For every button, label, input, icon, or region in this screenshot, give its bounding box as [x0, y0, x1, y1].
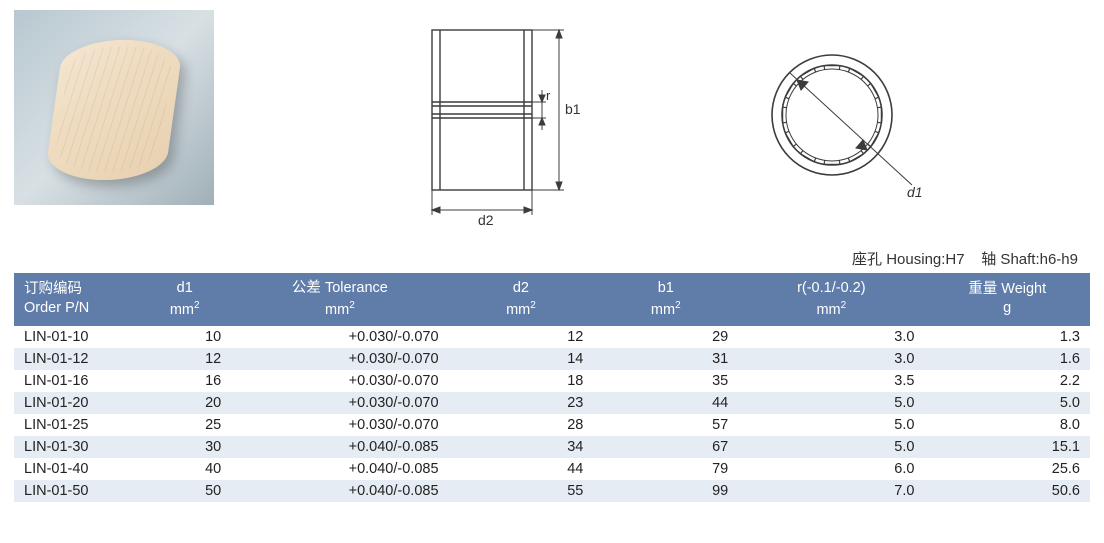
- housing-note: 座孔 Housing:H7: [852, 251, 965, 268]
- table-cell: 10: [138, 326, 231, 348]
- label-d1: d1: [907, 184, 923, 200]
- table-cell: LIN-01-10: [14, 326, 138, 348]
- table-header-row: 订购编码Order P/Nd1mm2公差 Tolerancemm2d2mm2b1…: [14, 273, 1090, 326]
- table-cell: 8.0: [924, 414, 1090, 436]
- table-cell: 44: [449, 458, 594, 480]
- table-cell: 55: [449, 480, 594, 502]
- table-cell: +0.030/-0.070: [231, 392, 448, 414]
- table-cell: 3.0: [738, 348, 924, 370]
- table-cell: 79: [593, 458, 738, 480]
- table-cell: 20: [138, 392, 231, 414]
- table-cell: 12: [138, 348, 231, 370]
- table-cell: 5.0: [738, 392, 924, 414]
- table-cell: 7.0: [738, 480, 924, 502]
- table-cell: 25: [138, 414, 231, 436]
- table-cell: 15.1: [924, 436, 1090, 458]
- table-cell: LIN-01-30: [14, 436, 138, 458]
- table-row: LIN-01-2525+0.030/-0.07028575.08.0: [14, 414, 1090, 436]
- table-cell: 28: [449, 414, 594, 436]
- col-header: 重量 Weightg: [924, 273, 1090, 326]
- table-row: LIN-01-2020+0.030/-0.07023445.05.0: [14, 392, 1090, 414]
- table-cell: 5.0: [924, 392, 1090, 414]
- label-b1: b1: [565, 101, 581, 117]
- table-cell: LIN-01-50: [14, 480, 138, 502]
- table-row: LIN-01-1616+0.030/-0.07018353.52.2: [14, 370, 1090, 392]
- table-cell: +0.030/-0.070: [231, 326, 448, 348]
- table-cell: LIN-01-25: [14, 414, 138, 436]
- table-cell: 1.3: [924, 326, 1090, 348]
- shaft-note: 轴 Shaft:h6-h9: [981, 251, 1078, 268]
- table-cell: 12: [449, 326, 594, 348]
- col-header: r(-0.1/-0.2)mm2: [738, 273, 924, 326]
- table-row: LIN-01-1010+0.030/-0.07012293.01.3: [14, 326, 1090, 348]
- ring-diagram: d1: [762, 45, 932, 205]
- table-cell: 67: [593, 436, 738, 458]
- table-cell: 35: [593, 370, 738, 392]
- table-row: LIN-01-3030+0.040/-0.08534675.015.1: [14, 436, 1090, 458]
- table-cell: 99: [593, 480, 738, 502]
- table-cell: LIN-01-40: [14, 458, 138, 480]
- diagram-wrap: d2 b1 r: [254, 10, 1090, 230]
- table-cell: LIN-01-12: [14, 348, 138, 370]
- table-cell: 34: [449, 436, 594, 458]
- label-d2: d2: [478, 212, 494, 228]
- table-cell: 5.0: [738, 436, 924, 458]
- table-cell: 16: [138, 370, 231, 392]
- table-cell: 23: [449, 392, 594, 414]
- table-cell: 18: [449, 370, 594, 392]
- table-cell: +0.040/-0.085: [231, 480, 448, 502]
- table-cell: 30: [138, 436, 231, 458]
- table-cell: 14: [449, 348, 594, 370]
- table-cell: +0.030/-0.070: [231, 414, 448, 436]
- table-cell: 3.0: [738, 326, 924, 348]
- col-header: 订购编码Order P/N: [14, 273, 138, 326]
- table-cell: LIN-01-20: [14, 392, 138, 414]
- fit-note: 座孔 Housing:H7 轴 Shaft:h6-h9: [14, 248, 1090, 269]
- label-r: r: [546, 88, 551, 103]
- table-cell: 5.0: [738, 414, 924, 436]
- table-cell: 44: [593, 392, 738, 414]
- table-cell: 2.2: [924, 370, 1090, 392]
- table-cell: 6.0: [738, 458, 924, 480]
- table-cell: 25.6: [924, 458, 1090, 480]
- col-header: b1mm2: [593, 273, 738, 326]
- col-header: d1mm2: [138, 273, 231, 326]
- table-cell: 3.5: [738, 370, 924, 392]
- table-cell: LIN-01-16: [14, 370, 138, 392]
- table-cell: 50: [138, 480, 231, 502]
- top-row: d2 b1 r: [14, 10, 1090, 230]
- table-cell: +0.030/-0.070: [231, 348, 448, 370]
- table-cell: +0.040/-0.085: [231, 436, 448, 458]
- table-row: LIN-01-4040+0.040/-0.08544796.025.6: [14, 458, 1090, 480]
- side-diagram: d2 b1 r: [412, 20, 582, 230]
- table-cell: +0.030/-0.070: [231, 370, 448, 392]
- table-row: LIN-01-5050+0.040/-0.08555997.050.6: [14, 480, 1090, 502]
- table-cell: 1.6: [924, 348, 1090, 370]
- table-cell: 57: [593, 414, 738, 436]
- product-photo: [14, 10, 214, 205]
- table-cell: 29: [593, 326, 738, 348]
- table-cell: +0.040/-0.085: [231, 458, 448, 480]
- table-cell: 40: [138, 458, 231, 480]
- table-body: LIN-01-1010+0.030/-0.07012293.01.3LIN-01…: [14, 326, 1090, 502]
- col-header: d2mm2: [449, 273, 594, 326]
- spec-table: 订购编码Order P/Nd1mm2公差 Tolerancemm2d2mm2b1…: [14, 273, 1090, 502]
- table-cell: 31: [593, 348, 738, 370]
- table-cell: 50.6: [924, 480, 1090, 502]
- col-header: 公差 Tolerancemm2: [231, 273, 448, 326]
- table-row: LIN-01-1212+0.030/-0.07014313.01.6: [14, 348, 1090, 370]
